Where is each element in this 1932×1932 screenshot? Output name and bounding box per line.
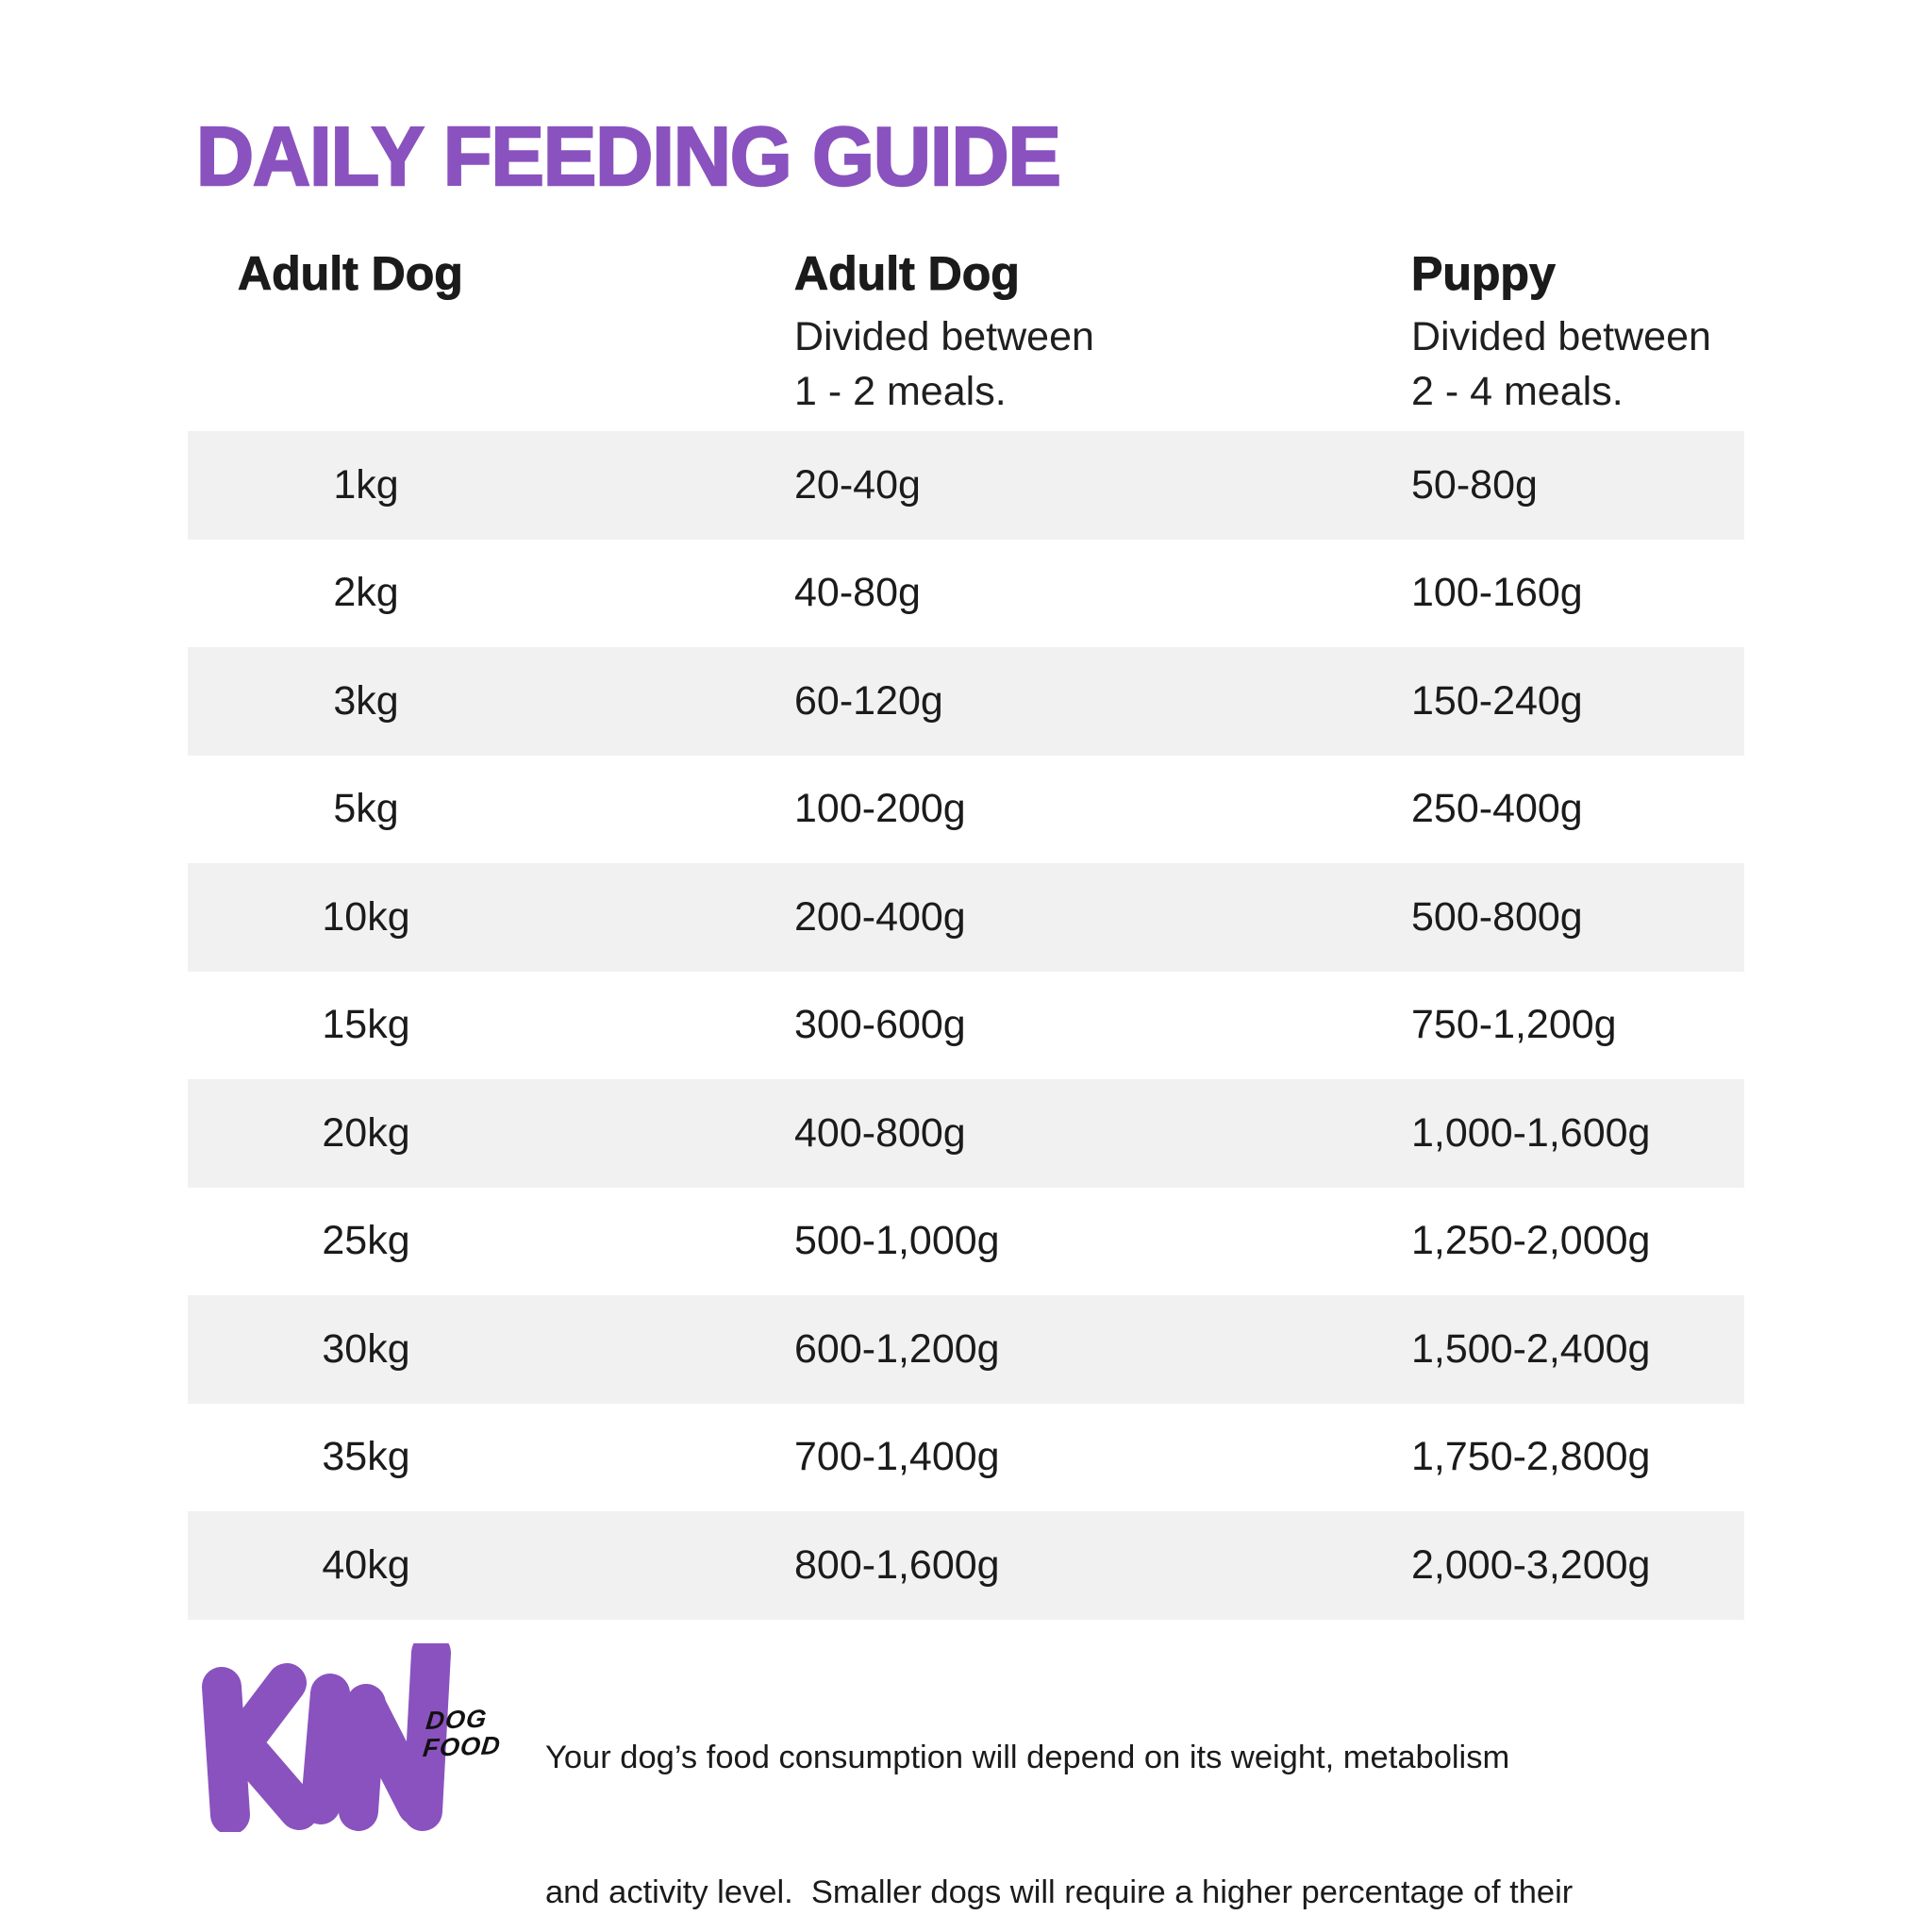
puppy-amount-cell: 100-160g (1411, 570, 1583, 616)
column-header-adult-dog-amount: Adult Dog Divided between 1 - 2 meals. (794, 247, 1094, 419)
weight-cell: 35kg (322, 1434, 410, 1480)
table-row: 3kg 60-120g 150-240g (188, 647, 1744, 756)
column-subtitle: Divided between 2 - 4 meals. (1411, 309, 1711, 419)
kin-dog-food-logo (202, 1643, 451, 1832)
adult-amount-cell: 400-800g (794, 1109, 966, 1156)
column-label: Adult Dog (238, 247, 464, 301)
column-subtitle-line1: Divided between (1411, 314, 1711, 359)
logo-tagline-line1: DOG (424, 1704, 489, 1735)
column-subtitle: Divided between 1 - 2 meals. (794, 309, 1094, 419)
column-header-adult-dog-weight: Adult Dog (238, 247, 464, 301)
feeding-table: 1kg 20-40g 50-80g 2kg 40-80g 100-160g 3kg 60-12… (188, 431, 1744, 1620)
puppy-amount-cell: 2,000-3,200g (1411, 1541, 1651, 1588)
table-row: 10kg 200-400g 500-800g (188, 863, 1744, 972)
puppy-amount-cell: 500-800g (1411, 893, 1583, 940)
adult-amount-cell: 100-200g (794, 786, 966, 832)
weight-cell: 10kg (322, 893, 410, 940)
logo-tagline-dog-food: DOG FOOD (422, 1705, 505, 1762)
puppy-amount-cell: 750-1,200g (1411, 1002, 1617, 1048)
weight-cell: 1kg (333, 461, 399, 508)
column-header-puppy-amount: Puppy Divided between 2 - 4 meals. (1411, 247, 1711, 419)
puppy-amount-cell: 1,750-2,800g (1411, 1434, 1651, 1480)
weight-cell: 15kg (322, 1002, 410, 1048)
table-row: 40kg 800-1,600g 2,000-3,200g (188, 1511, 1744, 1620)
weight-cell: 30kg (322, 1325, 410, 1372)
weight-cell: 20kg (322, 1109, 410, 1156)
weight-cell: 2kg (333, 570, 399, 616)
adult-amount-cell: 700-1,400g (794, 1434, 1000, 1480)
table-row: 5kg 100-200g 250-400g (188, 755, 1744, 863)
adult-amount-cell: 200-400g (794, 893, 966, 940)
weight-cell: 40kg (322, 1541, 410, 1588)
puppy-amount-cell: 50-80g (1411, 461, 1538, 508)
adult-amount-cell: 800-1,600g (794, 1541, 1000, 1588)
note-line: Your dog’s food consumption will depend … (545, 1740, 1510, 1775)
logo-tagline-line2: FOOD (421, 1731, 503, 1762)
table-row: 35kg 700-1,400g 1,750-2,800g (188, 1403, 1744, 1511)
page-title: DAILY FEEDING GUIDE (195, 109, 1062, 203)
adult-amount-cell: 300-600g (794, 1002, 966, 1048)
table-row: 25kg 500-1,000g 1,250-2,000g (188, 1187, 1744, 1295)
puppy-amount-cell: 1,000-1,600g (1411, 1109, 1651, 1156)
table-row: 1kg 20-40g 50-80g (188, 431, 1744, 540)
table-row: 15kg 300-600g 750-1,200g (188, 971, 1744, 1079)
table-row: 30kg 600-1,200g 1,500-2,400g (188, 1295, 1744, 1404)
adult-amount-cell: 500-1,000g (794, 1218, 1000, 1264)
puppy-amount-cell: 150-240g (1411, 677, 1583, 724)
puppy-amount-cell: 1,500-2,400g (1411, 1325, 1651, 1372)
adult-amount-cell: 60-120g (794, 677, 943, 724)
weight-cell: 5kg (333, 786, 399, 832)
adult-amount-cell: 40-80g (794, 570, 921, 616)
adult-amount-cell: 600-1,200g (794, 1325, 1000, 1372)
column-subtitle-line2: 1 - 2 meals. (794, 369, 1007, 414)
column-subtitle-line1: Divided between (794, 314, 1094, 359)
column-label: Adult Dog (794, 247, 1021, 301)
feeding-advice-note: Your dog’s food consumption will depend … (545, 1646, 1573, 1932)
puppy-amount-cell: 250-400g (1411, 786, 1583, 832)
weight-cell: 25kg (322, 1218, 410, 1264)
column-subtitle-line2: 2 - 4 meals. (1411, 369, 1624, 414)
puppy-amount-cell: 1,250-2,000g (1411, 1218, 1651, 1264)
column-label: Puppy (1411, 247, 1557, 301)
adult-amount-cell: 20-40g (794, 461, 921, 508)
weight-cell: 3kg (333, 677, 399, 724)
note-line: and activity level. Smaller dogs will re… (545, 1874, 1574, 1910)
table-row: 2kg 40-80g 100-160g (188, 539, 1744, 647)
table-row: 20kg 400-800g 1,000-1,600g (188, 1079, 1744, 1188)
